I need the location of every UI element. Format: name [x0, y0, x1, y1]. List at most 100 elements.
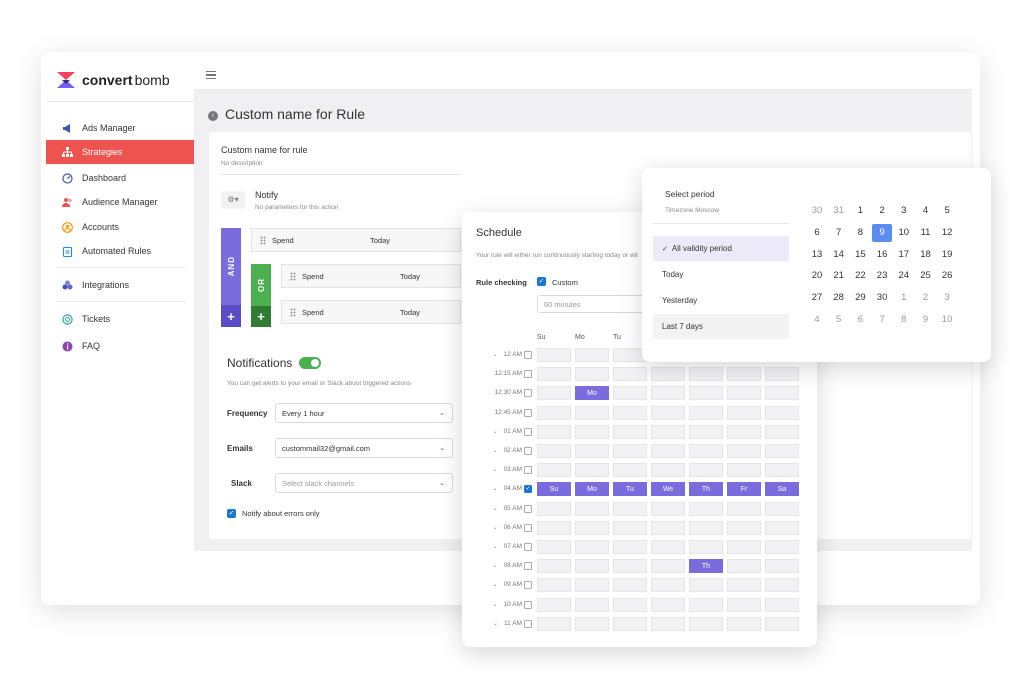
schedule-cell[interactable]	[537, 559, 571, 574]
schedule-cell[interactable]	[537, 367, 571, 382]
chevron-down-icon[interactable]: ⌄	[492, 601, 498, 608]
schedule-cell[interactable]	[727, 386, 761, 401]
row-checkbox[interactable]	[524, 523, 532, 532]
calendar-day[interactable]: 7	[836, 226, 842, 238]
frequency-select[interactable]: Every 1 hour ⌄	[275, 403, 453, 423]
schedule-cell[interactable]	[689, 520, 723, 535]
schedule-cell[interactable]	[575, 520, 609, 535]
calendar-day[interactable]: 15	[855, 248, 866, 260]
schedule-cell[interactable]	[651, 444, 685, 458]
add-and-button[interactable]: +	[221, 305, 241, 327]
schedule-cell[interactable]	[613, 501, 647, 516]
schedule-cell[interactable]	[575, 463, 609, 478]
schedule-cell[interactable]	[727, 520, 761, 535]
sidebar-item-accounts[interactable]: Accounts	[46, 215, 194, 239]
schedule-cell[interactable]	[613, 520, 647, 535]
schedule-cell[interactable]	[613, 540, 647, 554]
notifications-toggle[interactable]	[299, 357, 321, 369]
calendar-day[interactable]: 24	[898, 270, 910, 282]
sidebar-item-audience-manager[interactable]: Audience Manager	[46, 190, 194, 214]
schedule-cell[interactable]	[613, 578, 647, 593]
sidebar-item-ads-manager[interactable]: Ads Manager	[46, 116, 194, 140]
sidebar-item-integrations[interactable]: Integrations	[46, 273, 194, 297]
sidebar-item-automated-rules[interactable]: Automated Rules	[46, 239, 194, 263]
schedule-cell[interactable]	[537, 597, 571, 612]
schedule-cell[interactable]	[765, 520, 799, 535]
time-label[interactable]: ⌄ 01 AM	[462, 425, 522, 439]
schedule-cell[interactable]	[765, 444, 799, 458]
custom-checkbox[interactable]: ✓	[537, 277, 546, 286]
chevron-down-icon[interactable]: ⌄	[493, 620, 499, 627]
schedule-cell[interactable]	[727, 424, 761, 439]
calendar-day[interactable]: 14	[833, 248, 844, 260]
row-checkbox[interactable]	[524, 581, 532, 590]
schedule-cell[interactable]: Tu	[613, 482, 647, 497]
calendar-day[interactable]: 6	[814, 226, 820, 238]
schedule-cell[interactable]	[651, 540, 685, 554]
sidebar-item-strategies[interactable]: Strategies	[46, 140, 194, 164]
chevron-down-icon[interactable]: ⌄	[492, 544, 498, 550]
calendar-day[interactable]: 30	[876, 292, 888, 304]
time-label[interactable]: ⌄ 12 AM	[462, 348, 522, 362]
schedule-cell[interactable]	[651, 616, 685, 631]
schedule-cell[interactable]	[727, 463, 761, 478]
row-checkbox[interactable]	[524, 351, 532, 359]
schedule-cell[interactable]	[727, 367, 761, 382]
schedule-cell[interactable]	[727, 540, 761, 554]
period-option-all-validity[interactable]: ✓ All validity period	[653, 236, 789, 261]
time-label[interactable]: ⌄ 04 AM	[462, 482, 522, 496]
schedule-cell[interactable]	[765, 386, 799, 401]
row-checkbox[interactable]	[524, 427, 532, 436]
schedule-cell[interactable]	[651, 597, 685, 612]
schedule-cell[interactable]: We	[651, 482, 685, 497]
schedule-cell[interactable]	[651, 463, 685, 478]
action-gear-button[interactable]: ⚙▾	[221, 191, 245, 209]
chevron-down-icon[interactable]: ⌄	[492, 467, 498, 474]
schedule-cell[interactable]	[537, 540, 571, 554]
schedule-cell[interactable]	[575, 597, 609, 612]
row-checkbox[interactable]	[524, 389, 532, 398]
calendar-day[interactable]: 22	[855, 270, 866, 282]
calendar-day[interactable]: 9	[922, 314, 929, 325]
row-checkbox[interactable]	[524, 600, 532, 609]
schedule-cell[interactable]	[689, 501, 723, 516]
calendar-day[interactable]: 12	[941, 226, 953, 238]
drag-handle-icon[interactable]	[290, 271, 296, 281]
calendar-day[interactable]: 4	[922, 205, 929, 216]
schedule-cell[interactable]	[575, 501, 609, 516]
schedule-cell[interactable]	[537, 444, 571, 458]
calendar-day[interactable]: 19	[941, 248, 953, 260]
calendar-day[interactable]: 25	[920, 270, 931, 282]
schedule-cell[interactable]	[537, 616, 571, 631]
condition-row[interactable]: Spend Today	[251, 228, 461, 252]
schedule-cell[interactable]	[727, 559, 761, 574]
schedule-cell[interactable]	[651, 424, 685, 439]
schedule-cell[interactable]	[575, 405, 609, 420]
row-checkbox[interactable]: ✓	[524, 485, 532, 494]
schedule-cell[interactable]	[613, 444, 647, 458]
chevron-down-icon[interactable]: ⌄	[492, 486, 498, 493]
schedule-cell[interactable]	[689, 597, 723, 612]
calendar-day[interactable]: 10	[941, 314, 953, 325]
schedule-cell[interactable]	[613, 405, 647, 420]
schedule-cell[interactable]	[727, 597, 761, 612]
sidebar-item-dashboard[interactable]: Dashboard	[46, 166, 194, 190]
row-checkbox[interactable]	[524, 504, 532, 513]
add-or-button[interactable]: +	[251, 306, 271, 327]
calendar-day[interactable]: 5	[944, 205, 950, 216]
calendar-day[interactable]: 18	[920, 248, 931, 260]
interval-input[interactable]: 60 minutes	[537, 295, 647, 313]
chevron-down-icon[interactable]: ⌄	[492, 582, 498, 589]
period-option-today[interactable]: Today	[653, 262, 789, 287]
row-checkbox[interactable]	[524, 408, 532, 417]
schedule-cell[interactable]	[727, 578, 761, 593]
schedule-cell[interactable]	[689, 424, 723, 439]
schedule-cell[interactable]	[727, 444, 761, 458]
chevron-down-icon[interactable]: ⌄	[492, 505, 498, 512]
schedule-cell[interactable]	[689, 386, 723, 401]
calendar-day[interactable]: 4	[814, 314, 820, 325]
schedule-cell[interactable]	[613, 367, 647, 382]
schedule-cell[interactable]	[765, 559, 799, 574]
schedule-cell[interactable]	[575, 367, 609, 382]
calendar-day[interactable]: 29	[855, 292, 866, 304]
